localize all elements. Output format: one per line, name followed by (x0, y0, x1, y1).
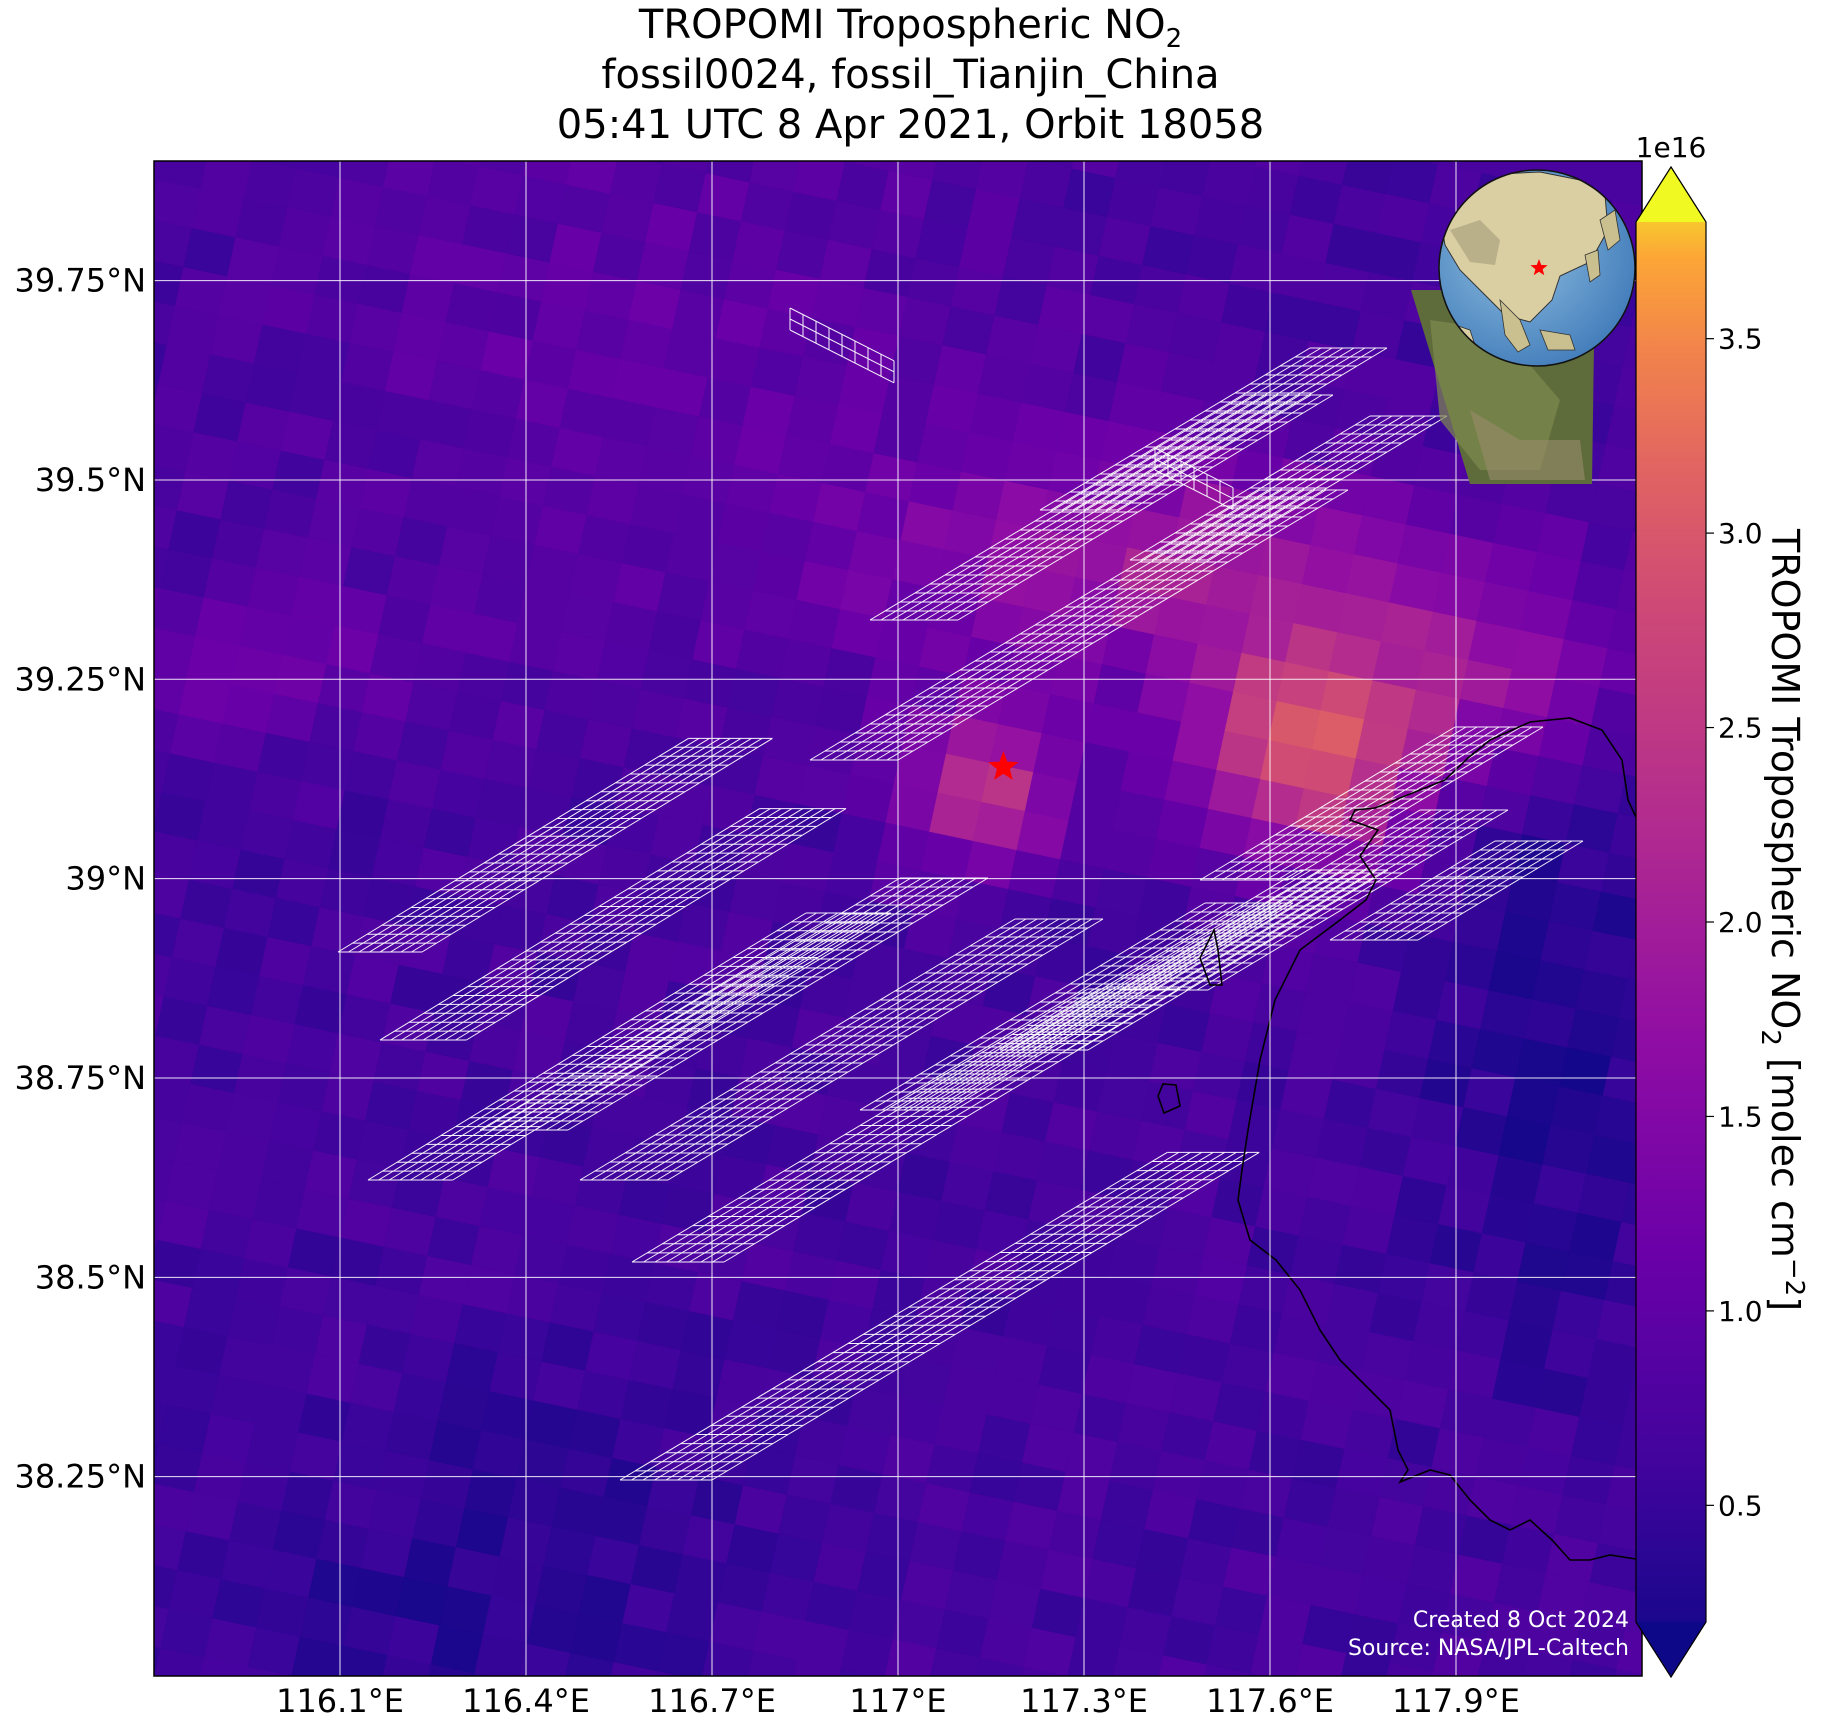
scene-texture (1430, 320, 1560, 470)
lat-tick-label: 38.25°N (14, 1458, 146, 1496)
plot-title-line-3: 05:41 UTC 8 Apr 2021, Orbit 18058 (556, 102, 1265, 148)
colorbar-outline (1635, 165, 1707, 1679)
colorbar: 0.5 1.0 1.5 2.0 2.5 3.0 3.5 1e16 TROPOMI Tropo… (1635, 131, 1809, 1679)
target-site-star-marker (988, 751, 1019, 780)
created-date-label: Created 8 Oct 2024 (1412, 1608, 1629, 1633)
colorbar-tick-label: 3.5 (1718, 323, 1763, 356)
lon-tick-label: 117.9°E (1392, 1682, 1520, 1720)
colorbar-tick-label: 3.0 (1718, 517, 1763, 550)
lon-tick-label: 117°E (849, 1682, 946, 1720)
colorbar-exponent: 1e16 (1636, 131, 1707, 164)
plot-title-line-2: fossil0024, fossil_Tianjin_China (601, 52, 1220, 98)
axis-labels: 116.1°E 116.4°E 116.7°E 117°E 117.3°E 117.6°E… (14, 262, 1519, 1720)
lon-tick-label: 117.6°E (1206, 1682, 1334, 1720)
lon-tick-label: 116.4°E (462, 1682, 590, 1720)
lat-tick-label: 38.5°N (35, 1258, 146, 1296)
lat-tick-label: 38.75°N (14, 1059, 146, 1097)
globe-inset (1411, 169, 1636, 484)
source-credit-label: Source: NASA/JPL-Caltech (1347, 1636, 1629, 1661)
colorbar-tick-label: 2.0 (1718, 906, 1763, 939)
scene-texture (1470, 410, 1585, 480)
colorbar-tick-label: 0.5 (1718, 1489, 1763, 1522)
colorbar-label: TROPOMI Tropospheric NO2 [molec cm−2] (1755, 528, 1809, 1311)
globe-target-star (1530, 259, 1548, 276)
colorbar-extend-max (1636, 167, 1706, 222)
colorbar-extend-min (1636, 1622, 1706, 1677)
lon-tick-label: 117.3°E (1020, 1682, 1148, 1720)
colorbar-ticks: 0.5 1.0 1.5 2.0 2.5 3.0 3.5 (1706, 323, 1763, 1522)
plot-title-line-1: TROPOMI Tropospheric NO2 (638, 2, 1183, 54)
colorbar-tick-label: 1.0 (1718, 1295, 1763, 1328)
globe-outline (1438, 169, 1636, 367)
colorbar-tick-label: 2.5 (1718, 712, 1763, 745)
lon-tick-label: 116.7°E (648, 1682, 776, 1720)
lon-tick-label: 116.1°E (276, 1682, 404, 1720)
lat-tick-label: 39.5°N (35, 461, 146, 499)
map-overlay (154, 161, 1642, 1676)
lat-tick-label: 39.75°N (14, 262, 146, 300)
lat-tick-label: 39°N (65, 860, 146, 898)
colorbar-tick-label: 1.5 (1718, 1100, 1763, 1133)
lat-tick-label: 39.25°N (14, 660, 146, 698)
colorbar-gradient (1635, 166, 1707, 1678)
